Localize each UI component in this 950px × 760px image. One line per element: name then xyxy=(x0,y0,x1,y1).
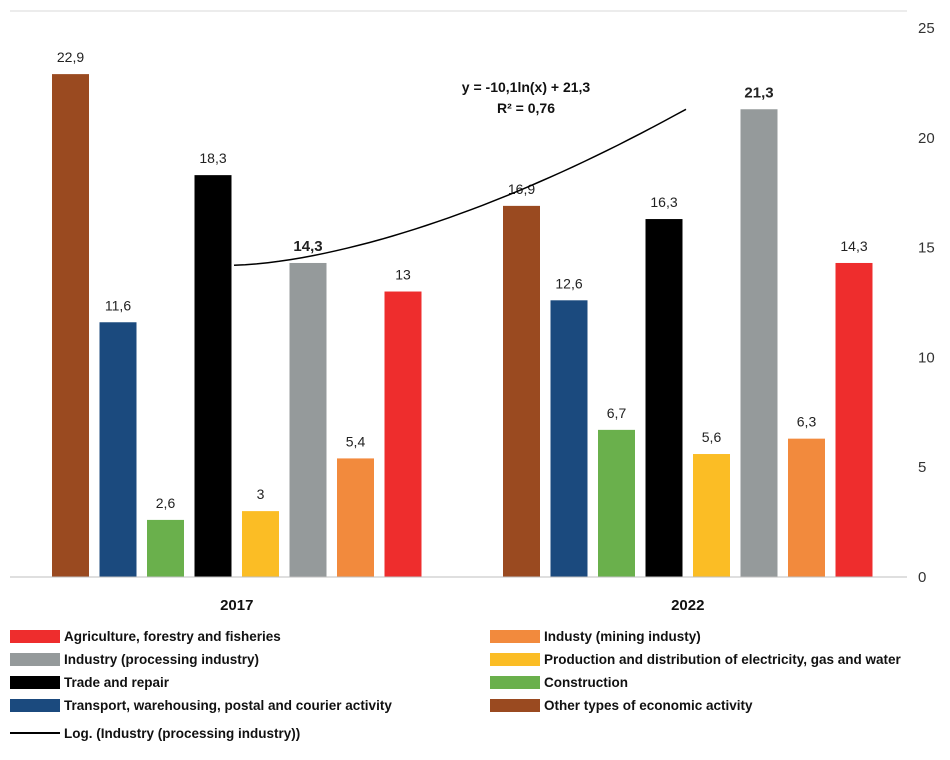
legend-color-swatch xyxy=(10,698,60,712)
bar-2022-5 xyxy=(740,109,778,577)
legend-line-swatch xyxy=(10,732,60,734)
data-label: 6,7 xyxy=(607,405,627,421)
legend-item: Production and distribution of electrici… xyxy=(490,649,901,669)
bar-2017-6 xyxy=(337,458,374,577)
bar-2017-4 xyxy=(242,511,279,577)
bar-2017-0 xyxy=(52,74,89,577)
data-label: 3 xyxy=(257,486,265,502)
legend-item: Industry (processing industry) xyxy=(10,649,259,669)
legend-color-swatch xyxy=(490,675,540,689)
category-label: 2017 xyxy=(220,597,253,614)
legend-label: Construction xyxy=(544,674,628,690)
legend-color-swatch xyxy=(490,629,540,643)
legend-label: Production and distribution of electrici… xyxy=(544,651,901,667)
bar-2017-2 xyxy=(147,519,184,577)
bar-2022-3 xyxy=(645,219,683,577)
data-label: 6,3 xyxy=(797,414,817,430)
trendline xyxy=(233,108,687,266)
y-tick-label: 0 xyxy=(918,569,926,586)
legend-color-swatch xyxy=(10,652,60,666)
data-label: 14,3 xyxy=(293,238,322,255)
legend-color-swatch xyxy=(10,629,60,643)
legend-label: Agriculture, forestry and fisheries xyxy=(64,628,281,644)
legend-label: Log. (Industry (processing industry)) xyxy=(64,725,301,741)
bar-2022-0 xyxy=(503,205,540,577)
y-tick-label: 25 xyxy=(918,20,935,37)
data-label: 12,6 xyxy=(555,275,582,291)
bar-2022-4 xyxy=(693,454,730,577)
trendline-r2: R² = 0,76 xyxy=(497,100,555,116)
legend-label: Trade and repair xyxy=(64,674,170,690)
bar-chart: 22,916,911,612,62,66,718,316,335,614,321… xyxy=(10,10,935,614)
data-label: 21,3 xyxy=(744,84,773,101)
data-label: 5,4 xyxy=(346,433,366,449)
data-labels-group: 22,916,911,612,62,66,718,316,335,614,321… xyxy=(57,49,868,511)
y-tick-label: 20 xyxy=(918,130,935,147)
data-label: 2,6 xyxy=(156,495,176,511)
bar-2017-3 xyxy=(194,175,232,577)
category-label: 2022 xyxy=(671,597,704,614)
legend-color-swatch xyxy=(490,652,540,666)
bars-group xyxy=(52,74,873,577)
bar-2022-6 xyxy=(788,438,825,577)
bar-2022-2 xyxy=(598,429,635,577)
data-label: 5,6 xyxy=(702,429,722,445)
data-label: 18,3 xyxy=(199,150,226,166)
legend-label: Other types of economic activity xyxy=(544,697,753,713)
legend-item: Other types of economic activity xyxy=(490,695,753,715)
trendline-equation: y = -10,1ln(x) + 21,3 xyxy=(462,79,591,95)
bar-2017-5 xyxy=(289,262,327,577)
bar-2017-7 xyxy=(384,291,422,577)
data-label: 22,9 xyxy=(57,49,84,65)
legend-item: Industy (mining industy) xyxy=(490,626,701,646)
y-tick-label: 10 xyxy=(918,349,935,366)
data-label: 11,6 xyxy=(105,297,131,313)
legend-item: Log. (Industry (processing industry)) xyxy=(10,723,300,743)
legend-label: Industy (mining industy) xyxy=(544,628,701,644)
legend-color-swatch xyxy=(490,698,540,712)
bar-2022-1 xyxy=(550,300,588,577)
y-axis-ticks: 0 5 10 15 20 25 xyxy=(918,20,935,586)
legend-label: Transport, warehousing, postal and couri… xyxy=(64,697,392,713)
legend-label: Industry (processing industry) xyxy=(64,651,260,667)
data-label: 14,3 xyxy=(840,238,867,254)
y-tick-label: 5 xyxy=(918,459,926,476)
legend-item: Construction xyxy=(490,672,628,692)
legend-item: Transport, warehousing, postal and couri… xyxy=(10,695,392,715)
x-axis-categories: 2017 2022 xyxy=(220,597,704,614)
y-tick-label: 15 xyxy=(918,240,935,257)
bar-2017-1 xyxy=(99,322,137,577)
legend-item: Agriculture, forestry and fisheries xyxy=(10,626,281,646)
legend-color-swatch xyxy=(10,675,60,689)
data-label: 13 xyxy=(395,267,411,283)
bar-2022-7 xyxy=(835,262,873,577)
legend-item: Trade and repair xyxy=(10,672,169,692)
data-label: 16,3 xyxy=(650,194,677,210)
